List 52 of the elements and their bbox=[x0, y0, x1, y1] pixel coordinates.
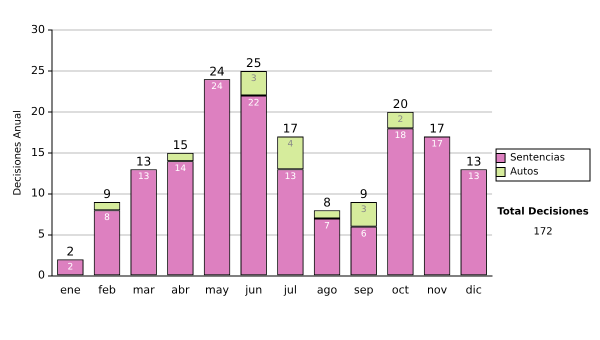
text: 172 bbox=[533, 226, 553, 238]
y-tick-label: 10 bbox=[30, 186, 45, 200]
total-label: 20 bbox=[392, 97, 408, 112]
x-tick-label: abr bbox=[171, 283, 190, 296]
y-tick-label: 5 bbox=[38, 228, 45, 241]
legend-label: Sentencias bbox=[510, 152, 584, 164]
y-tick-label: 30 bbox=[30, 22, 45, 36]
x-tick-label: mar bbox=[132, 283, 156, 296]
total-label: 9 bbox=[360, 187, 368, 202]
data-label: 14 bbox=[174, 164, 186, 174]
x-tick-label: oct bbox=[392, 283, 410, 296]
total-label: 13 bbox=[466, 154, 482, 168]
total-label: 25 bbox=[246, 56, 262, 70]
data-label: 13 bbox=[284, 172, 296, 182]
x-tick-label: jul bbox=[282, 283, 297, 296]
data-label: 2 bbox=[398, 114, 404, 125]
y-tick-label: 25 bbox=[30, 64, 45, 77]
total-label: 8 bbox=[323, 195, 331, 210]
x-tick-label: sep bbox=[354, 283, 374, 296]
total-label: 17 bbox=[282, 122, 298, 136]
data-label: 6 bbox=[360, 229, 367, 240]
legend-label: Autos bbox=[510, 166, 558, 178]
x-tick-label: ene bbox=[60, 283, 81, 296]
total-label: 15 bbox=[172, 138, 188, 152]
y-tick-label: 20 bbox=[30, 104, 45, 118]
data-label: 7 bbox=[324, 221, 330, 232]
y-tick-label: 0 bbox=[38, 268, 45, 282]
text: Total Decisiones bbox=[497, 206, 589, 218]
data-label: 8 bbox=[104, 213, 110, 224]
x-tick-label: nov bbox=[426, 283, 448, 296]
data-label: 24 bbox=[211, 82, 224, 92]
total-label: 13 bbox=[136, 154, 152, 168]
data-label: 22 bbox=[248, 98, 260, 108]
data-label: 3 bbox=[360, 204, 367, 215]
y-tick-label: 15 bbox=[30, 146, 45, 159]
data-label: 13 bbox=[468, 172, 480, 182]
x-tick-label: ago bbox=[316, 283, 338, 296]
x-tick-label: jun bbox=[244, 283, 262, 296]
data-label: 18 bbox=[394, 131, 406, 142]
y-axis-title: Decisiones Anual bbox=[12, 110, 24, 196]
x-tick-label: may bbox=[205, 283, 230, 296]
data-label: 2 bbox=[67, 262, 74, 272]
x-tick-label: dic bbox=[466, 283, 482, 296]
total-label: 17 bbox=[429, 122, 445, 136]
data-label: 4 bbox=[288, 139, 294, 150]
data-label: 3 bbox=[250, 74, 257, 84]
total-label: 24 bbox=[209, 64, 225, 78]
x-tick-label: feb bbox=[98, 283, 116, 296]
data-label: 17 bbox=[431, 139, 443, 150]
total-label: 9 bbox=[103, 187, 111, 202]
total-label: 2 bbox=[66, 244, 74, 259]
data-label: 13 bbox=[138, 172, 150, 182]
